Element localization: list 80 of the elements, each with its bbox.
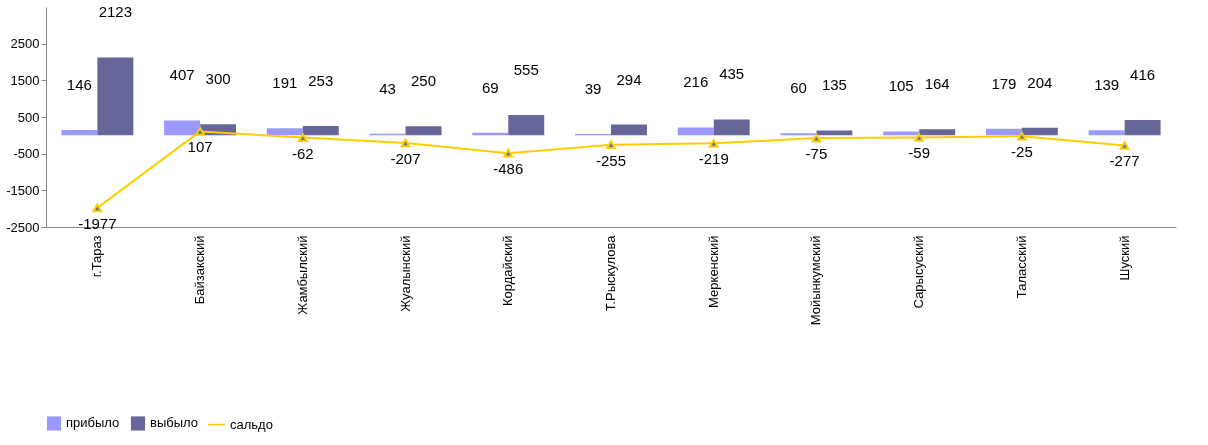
bar [97, 57, 134, 136]
x-tick-label: Таласский [1013, 235, 1029, 299]
data-label: 139 [1094, 76, 1120, 94]
point [503, 148, 514, 158]
y-tick-label: 500 [17, 109, 40, 125]
point [92, 203, 103, 213]
y-tick-label: -1500 [6, 182, 40, 198]
point [708, 139, 719, 148]
y-tick-label: -500 [13, 146, 40, 162]
x-tick-label: Байзакский [192, 235, 208, 305]
bar [61, 129, 98, 136]
data-label: -62 [291, 144, 314, 162]
point [914, 133, 925, 142]
x-tick-label: Меркенский [705, 235, 721, 308]
point [811, 133, 822, 143]
data-label: 555 [513, 60, 539, 78]
data-label: 164 [924, 75, 950, 93]
x-tick-label: Кордайский [500, 235, 516, 307]
bar [266, 128, 303, 136]
bar [508, 114, 545, 136]
data-label: 435 [719, 65, 745, 83]
bar [302, 126, 339, 136]
point [1119, 141, 1130, 150]
y-tick-label: 2500 [10, 36, 40, 52]
x-tick-label: г.Тараз [89, 235, 105, 278]
x-tick-label: Т.Рыскулова [603, 234, 618, 312]
data-label: 107 [187, 138, 213, 156]
data-label: 69 [481, 78, 499, 96]
y-tick-label: 1500 [10, 72, 40, 88]
data-label: 135 [821, 76, 847, 94]
data-label: 60 [790, 79, 807, 97]
bar [713, 119, 750, 136]
data-label: 416 [1130, 66, 1156, 84]
legend-label: выбыло [150, 415, 199, 431]
data-label: 2123 [98, 3, 133, 21]
x-tick-label: Сарысуский [911, 235, 927, 309]
data-label: 146 [66, 75, 92, 93]
data-label: 191 [272, 74, 298, 92]
point [195, 127, 205, 136]
data-label: -59 [908, 144, 931, 162]
bar [883, 131, 920, 136]
bar [611, 124, 647, 136]
x-tick-label: Жуалынский [397, 235, 413, 312]
data-label: 216 [683, 73, 709, 91]
x-tick-label: Жамбылский [294, 235, 310, 315]
legend-label: сальдо [230, 416, 273, 432]
data-label: 179 [991, 74, 1017, 92]
data-label: -219 [698, 150, 729, 168]
data-label: 204 [1027, 73, 1053, 91]
data-label: 253 [308, 72, 334, 90]
data-label: 105 [888, 77, 914, 95]
data-label: -207 [390, 149, 421, 167]
bar [164, 120, 201, 136]
bar [1021, 127, 1058, 136]
data-label: -277 [1109, 152, 1140, 170]
x-tick-label: Шуский [1116, 235, 1132, 281]
point [606, 140, 616, 150]
bar [816, 130, 853, 136]
bar [1088, 130, 1125, 136]
bar [919, 129, 956, 136]
bar [1124, 120, 1161, 136]
data-label: -1977 [78, 214, 117, 232]
legend-label: прибыло [66, 415, 120, 431]
data-label: -75 [805, 145, 828, 163]
y-tick-label: -2500 [6, 219, 40, 235]
point [1017, 131, 1027, 141]
data-label: 250 [411, 72, 437, 90]
data-label: 39 [584, 79, 602, 97]
point [400, 138, 411, 148]
data-label: 294 [616, 70, 642, 88]
point [297, 133, 308, 142]
data-label: -486 [493, 160, 524, 178]
data-label: 300 [205, 70, 231, 88]
data-label: -25 [1011, 143, 1033, 161]
data-label: 407 [169, 66, 195, 84]
bar [405, 126, 442, 136]
x-tick-label: Мойынкумский [808, 235, 824, 326]
data-label: -255 [595, 151, 627, 169]
data-label: 43 [379, 79, 396, 97]
bar [677, 127, 714, 136]
